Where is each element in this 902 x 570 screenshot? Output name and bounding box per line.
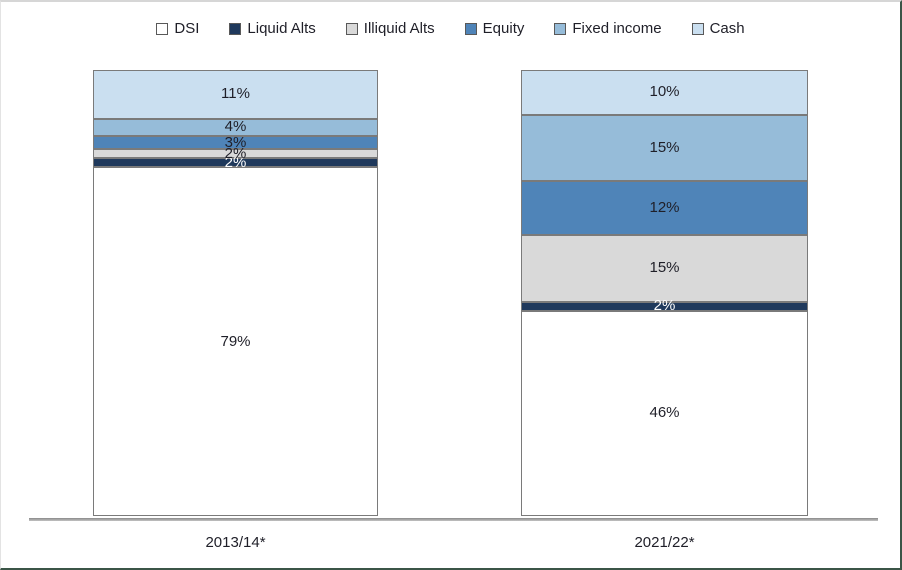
- legend-marker-icon: [691, 22, 704, 35]
- segment-value-label: 2%: [653, 297, 676, 315]
- category-label: 2021/22*: [634, 534, 695, 551]
- legend-label: Cash: [709, 20, 745, 37]
- bar-segment-cash: 11%: [93, 70, 378, 119]
- x-axis-line: [29, 518, 878, 521]
- bar-segment-cash: 10%: [521, 70, 808, 115]
- segment-value-label: 10%: [649, 83, 680, 101]
- bar-segment-illiquid-alts: 15%: [521, 235, 808, 302]
- legend-label: Liquid Alts: [247, 20, 316, 37]
- category-label: 2013/14*: [205, 534, 266, 551]
- legend-marker-icon: [156, 22, 169, 35]
- legend-marker-icon: [554, 22, 567, 35]
- stacked-bar-2013-14: 11% 4% 3% 2% 2% 79%: [93, 70, 378, 516]
- segment-value-label: 15%: [649, 139, 680, 157]
- bar-segment-liquid-alts: 2%: [521, 298, 808, 314]
- legend-item-cash: Cash: [691, 20, 745, 37]
- segment-value-label: 12%: [649, 199, 680, 217]
- bar-segment-equity: 3%: [93, 133, 378, 151]
- legend-label: Illiquid Alts: [363, 20, 435, 37]
- bar-segment-dsi: 46%: [521, 310, 808, 516]
- segment-value-label: 46%: [649, 404, 680, 422]
- stacked-bar-2021-22: 10% 15% 12% 15% 2% 46%: [521, 70, 808, 516]
- segment-value-label: 15%: [649, 259, 680, 277]
- legend: DSI Liquid Alts Illiquid Alts Equity Fixed i…: [1, 20, 900, 37]
- legend-marker-icon: [464, 22, 477, 35]
- legend-item-illiquid-alts: Illiquid Alts: [345, 20, 435, 37]
- segment-value-label: 3%: [224, 133, 247, 151]
- segment-value-label: 2%: [224, 153, 247, 171]
- legend-marker-icon: [345, 22, 358, 35]
- bar-segment-equity: 12%: [521, 181, 808, 235]
- legend-item-fixed-income: Fixed income: [554, 20, 662, 37]
- segment-value-label: 11%: [221, 85, 250, 103]
- bar-segment-fixed-income: 4%: [93, 118, 378, 137]
- segment-value-label: 79%: [220, 332, 251, 350]
- legend-item-liquid-alts: Liquid Alts: [229, 20, 316, 37]
- bar-segment-fixed-income: 15%: [521, 114, 808, 182]
- segment-value-label: 2%: [224, 144, 247, 162]
- legend-item-equity: Equity: [464, 20, 525, 37]
- legend-marker-icon: [229, 22, 242, 35]
- legend-label: Fixed income: [572, 20, 662, 37]
- legend-item-dsi: DSI: [156, 20, 199, 37]
- segment-value-label: 4%: [224, 118, 247, 136]
- bar-segment-illiquid-alts: 2%: [93, 145, 378, 161]
- legend-label: Equity: [482, 20, 525, 37]
- bar-segment-liquid-alts: 2%: [93, 154, 378, 170]
- legend-label: DSI: [174, 20, 200, 37]
- bar-segment-dsi: 79%: [93, 167, 378, 516]
